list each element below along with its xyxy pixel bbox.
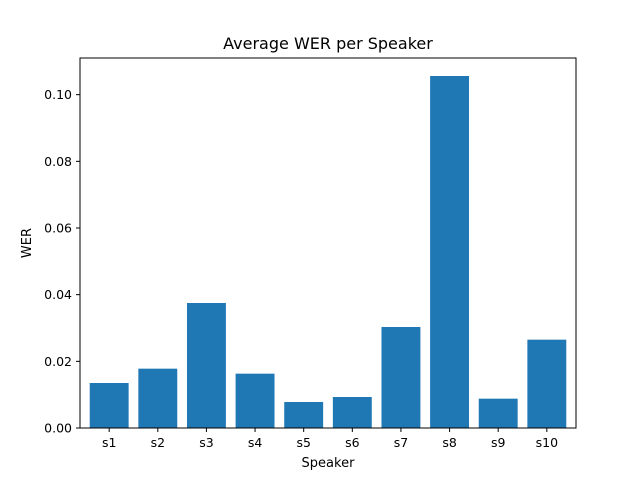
bar-s2 [138, 368, 178, 428]
bar-s10 [527, 339, 567, 428]
y-tick-label: 0.04 [44, 287, 72, 302]
plot-frame [79, 57, 577, 429]
x-tick-label-s6: s6 [345, 435, 360, 450]
x-axis-label: Speaker [302, 456, 356, 471]
bar-s1 [89, 383, 129, 428]
bar-s4 [235, 373, 275, 428]
y-tick-label: 0.08 [44, 154, 72, 169]
bar-s5 [284, 402, 324, 428]
chart-title: Average WER per Speaker [223, 34, 433, 53]
y-tick-label: 0.06 [44, 221, 72, 236]
bar-s7 [381, 327, 421, 428]
x-tick-label-s2: s2 [151, 435, 165, 450]
x-axis-ticks: s1 s2 s3 s4 s5 s6 s7 s8 s9 s10 [102, 428, 558, 450]
y-tick-label: 0.00 [44, 421, 72, 436]
y-axis-label: WER [20, 228, 35, 258]
x-tick-label-s9: s9 [491, 435, 506, 450]
x-tick-label-s3: s3 [199, 435, 213, 450]
x-tick-label-s10: s10 [536, 435, 558, 450]
x-tick-label-s1: s1 [102, 435, 116, 450]
x-tick-label-s8: s8 [442, 435, 457, 450]
bar-s9 [478, 398, 518, 428]
bars-layer [89, 76, 567, 428]
x-tick-label-s4: s4 [248, 435, 263, 450]
x-tick-label-s5: s5 [296, 435, 310, 450]
bar-s3 [186, 303, 226, 428]
x-tick-label-s7: s7 [394, 435, 408, 450]
bar-s6 [332, 397, 372, 428]
bar-s8 [430, 76, 470, 428]
y-axis-ticks: 0.00 0.02 0.04 0.06 0.08 0.10 [44, 87, 80, 436]
y-tick-label: 0.10 [44, 87, 72, 102]
y-tick-label: 0.02 [44, 354, 72, 369]
